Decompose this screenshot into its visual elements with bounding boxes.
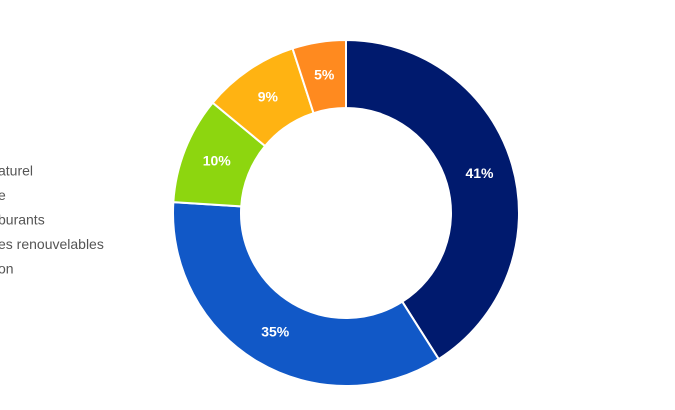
slice-label: 9% (258, 89, 279, 105)
legend-label: burants (0, 212, 45, 228)
slice (345, 38, 520, 361)
slice-label: 35% (261, 323, 290, 339)
slice (172, 201, 441, 388)
legend-label: e (0, 187, 6, 203)
slice (291, 38, 347, 115)
slice-label: 41% (465, 165, 494, 181)
slice-label: 5% (314, 66, 335, 82)
slice-label: 10% (203, 153, 232, 169)
legend-label: aturel (0, 163, 33, 179)
legend-label: on (0, 261, 14, 277)
legend-label: es renouvelables (0, 236, 104, 252)
